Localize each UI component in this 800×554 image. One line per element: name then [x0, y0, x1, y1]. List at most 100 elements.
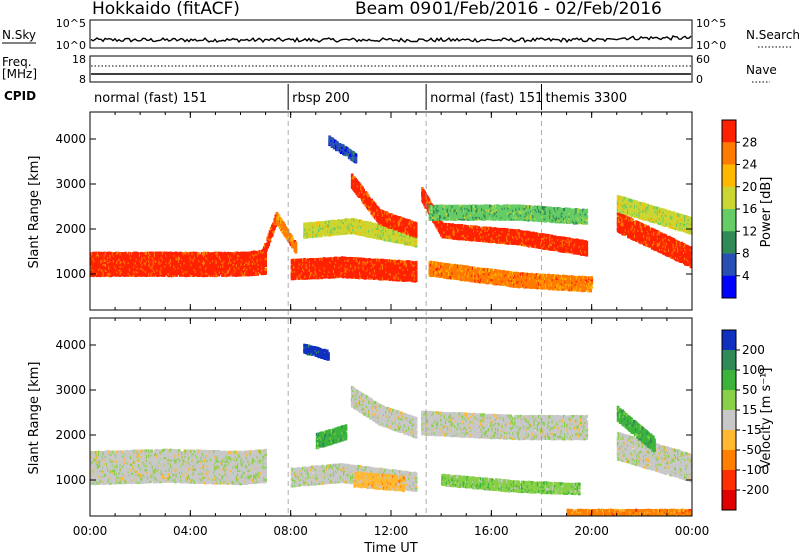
range-cell — [197, 252, 200, 256]
range-cell — [121, 266, 125, 270]
range-cell — [156, 270, 159, 274]
range-cell — [292, 265, 296, 269]
range-cell — [403, 236, 407, 240]
range-cell — [458, 229, 461, 234]
range-cell — [329, 223, 332, 227]
range-cell — [261, 258, 265, 262]
range-cell — [127, 255, 131, 259]
range-cell — [421, 187, 424, 191]
range-cell — [175, 257, 179, 261]
range-cell — [472, 232, 475, 237]
range-cell — [541, 236, 544, 240]
range-cell — [92, 273, 95, 278]
range-cell — [264, 259, 267, 263]
range-cell — [280, 218, 283, 222]
range-cell — [264, 252, 267, 256]
range-cell — [208, 266, 212, 270]
nsky-tick-top-left: 10^5 — [56, 17, 86, 30]
range-cell — [221, 262, 224, 266]
range-cell — [284, 226, 288, 230]
range-cell — [268, 237, 272, 241]
range-cell — [91, 261, 94, 265]
range-cell — [464, 224, 467, 228]
range-cell — [299, 258, 303, 262]
range-cell — [365, 192, 369, 196]
range-cell — [368, 201, 371, 205]
range-cell — [436, 227, 440, 231]
range-cell — [90, 257, 93, 261]
range-cell — [136, 257, 140, 261]
range-cell — [365, 258, 369, 262]
range-cell — [217, 253, 221, 257]
range-cell — [264, 253, 267, 257]
range-cell — [346, 218, 349, 222]
range-cell — [303, 276, 306, 280]
range-cell — [264, 246, 267, 250]
range-cell — [386, 261, 389, 265]
range-cell — [109, 270, 112, 274]
range-cell — [283, 231, 286, 235]
range-cell — [185, 262, 189, 267]
range-cell — [476, 233, 480, 237]
range-cell — [253, 265, 256, 269]
range-cell — [366, 234, 370, 238]
range-cell — [147, 254, 150, 258]
nave-label: Nave — [746, 63, 777, 77]
range-cell — [242, 269, 246, 274]
range-cell — [125, 253, 128, 257]
range-cell — [332, 258, 336, 262]
range-cell — [103, 262, 107, 266]
range-cell — [500, 240, 504, 245]
range-cell — [357, 185, 361, 189]
nsky-trace — [90, 35, 692, 44]
range-cell — [435, 225, 439, 229]
range-cell — [497, 236, 500, 240]
range-cell — [175, 273, 179, 277]
range-cell — [225, 268, 229, 272]
range-cell — [507, 234, 510, 238]
range-cell — [395, 275, 399, 280]
range-cell — [274, 224, 278, 228]
range-cell — [239, 261, 242, 265]
range-cell — [282, 221, 285, 226]
cpid-segments: normal (fast) 151 rbsp 200 normal (fast) 1… — [94, 84, 627, 110]
range-cell — [273, 226, 276, 230]
range-cell — [262, 265, 265, 270]
range-cell — [324, 233, 328, 237]
range-cell — [107, 260, 110, 264]
range-cell — [414, 260, 418, 265]
range-cell — [466, 228, 469, 232]
range-cell — [327, 257, 330, 261]
range-cell — [399, 220, 402, 224]
range-cell — [414, 277, 418, 281]
freq-tick-top-left: 18 — [72, 53, 86, 66]
range-cell — [102, 264, 106, 268]
range-cell — [346, 257, 350, 261]
range-cell — [383, 259, 386, 263]
range-cell — [272, 229, 275, 233]
range-cell — [414, 275, 418, 279]
range-cell — [400, 260, 403, 264]
range-cell — [353, 176, 356, 180]
range-cell — [490, 236, 493, 240]
range-cell — [553, 235, 557, 239]
range-cell — [264, 257, 267, 261]
power-panel — [90, 135, 692, 293]
range-cell — [386, 227, 389, 231]
range-cell — [264, 260, 267, 264]
range-cell — [131, 266, 134, 270]
range-cell — [290, 234, 293, 238]
range-cell — [232, 262, 236, 267]
range-cell — [294, 241, 298, 245]
range-cell — [414, 229, 418, 234]
range-cell — [487, 230, 491, 234]
range-cell — [103, 260, 107, 264]
range-cell — [477, 226, 481, 230]
range-cell — [414, 226, 418, 230]
range-cell — [225, 273, 229, 277]
range-cell — [192, 251, 196, 255]
range-cell — [534, 236, 538, 240]
range-cell — [185, 266, 189, 270]
range-cell — [150, 251, 153, 255]
range-cell — [338, 228, 341, 232]
